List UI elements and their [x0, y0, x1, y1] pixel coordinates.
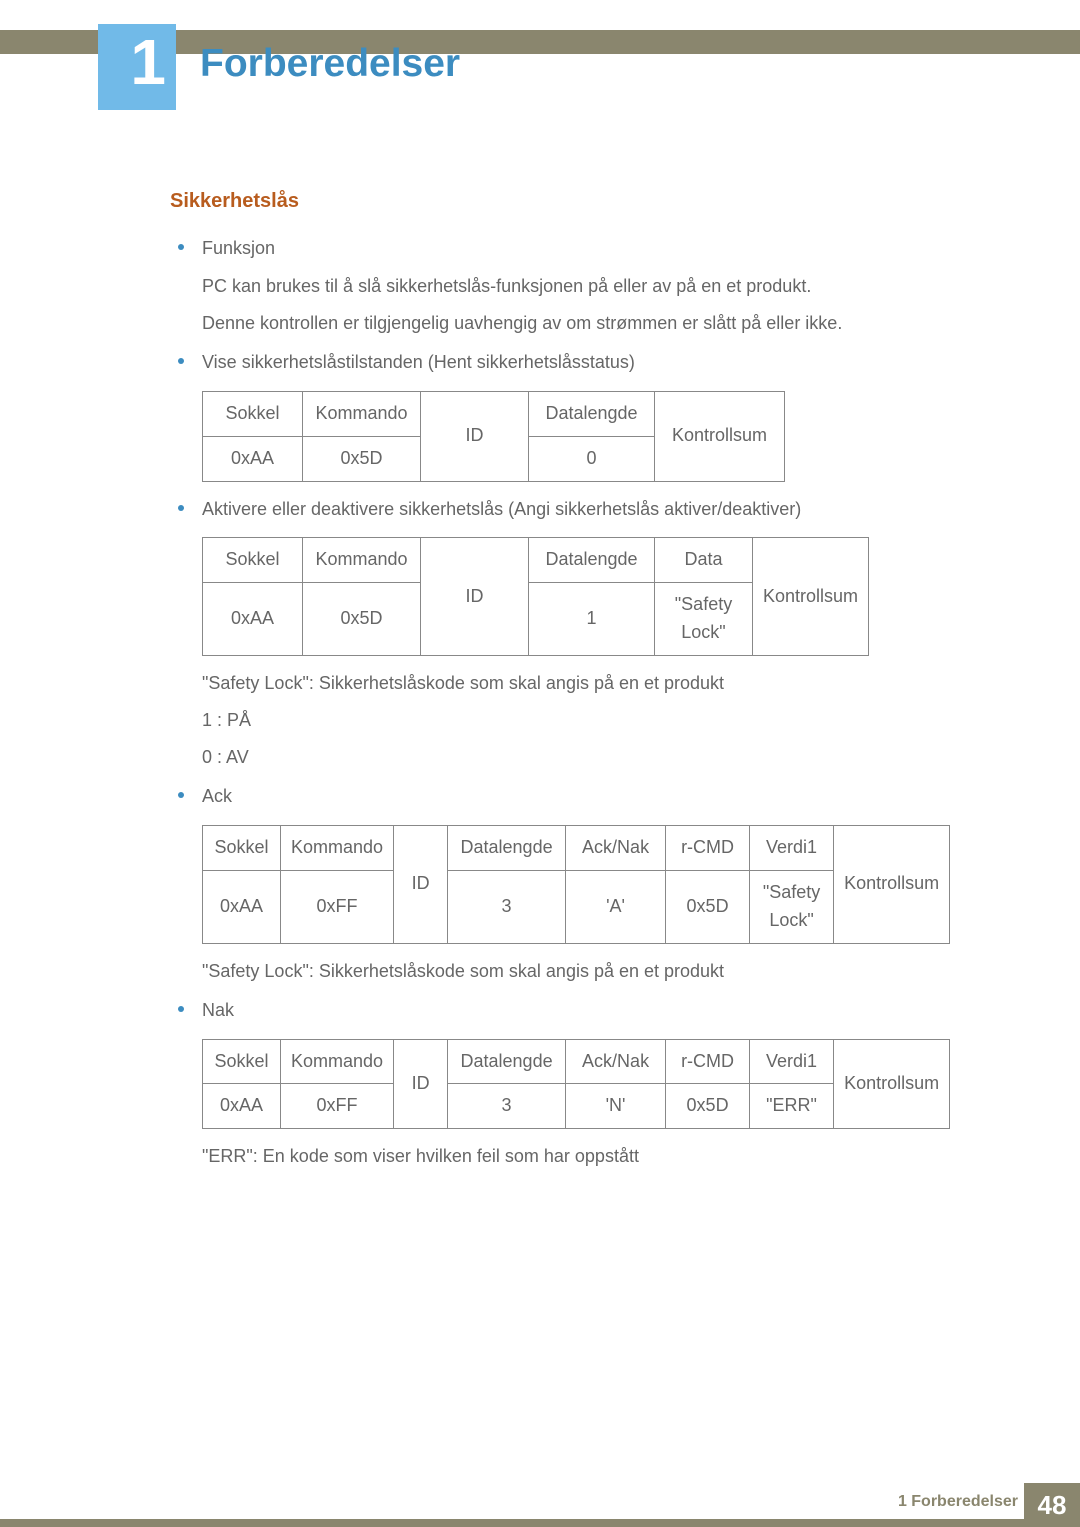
table-activate: Sokkel Kommando ID Datalengde Data Kontr… — [202, 537, 869, 656]
cell: "ERR" — [750, 1084, 834, 1129]
cell: 0xAA — [203, 870, 281, 943]
cell-header: Kontrollsum — [834, 826, 950, 944]
bullet-activate: Aktivere eller deaktivere sikkerhetslås … — [170, 496, 970, 772]
cell: 0xAA — [203, 583, 303, 656]
cell: 0xFF — [281, 1084, 394, 1129]
cell-header: Data — [655, 538, 753, 583]
table-row: Sokkel Kommando ID Datalengde Ack/Nak r-… — [203, 1039, 950, 1084]
cell-header: Kommando — [303, 391, 421, 436]
chapter-title: Forberedelser — [200, 42, 460, 86]
cell: 1 — [529, 583, 655, 656]
cell-header: Datalengde — [529, 391, 655, 436]
cell-header: Ack/Nak — [566, 1039, 666, 1084]
bullet-funksjon: Funksjon PC kan brukes til å slå sikkerh… — [170, 235, 970, 337]
cell-header: Sokkel — [203, 826, 281, 871]
paragraph: "ERR": En kode som viser hvilken feil so… — [202, 1143, 970, 1170]
cell-header: ID — [421, 391, 529, 481]
table-ack: Sokkel Kommando ID Datalengde Ack/Nak r-… — [202, 825, 950, 944]
cell-header: Sokkel — [203, 538, 303, 583]
cell: 'N' — [566, 1084, 666, 1129]
cell: 0x5D — [666, 1084, 750, 1129]
cell-header: Kommando — [281, 1039, 394, 1084]
bullet-label: Funksjon — [202, 238, 275, 258]
cell-header: Kontrollsum — [834, 1039, 950, 1129]
table-row: Sokkel Kommando ID Datalengde Data Kontr… — [203, 538, 869, 583]
cell: 'A' — [566, 870, 666, 943]
bullet-list: Funksjon PC kan brukes til å slå sikkerh… — [170, 235, 970, 1170]
bullet-label: Ack — [202, 786, 232, 806]
bullet-label: Vise sikkerhetslåstilstanden (Hent sikke… — [202, 352, 635, 372]
cell-header: ID — [394, 1039, 448, 1129]
cell: 0x5D — [666, 870, 750, 943]
paragraph: PC kan brukes til å slå sikkerhetslås-fu… — [202, 273, 970, 300]
bullet-nak: Nak Sokkel Kommando ID Datalengde Ack/Na… — [170, 997, 970, 1171]
cell-header: Verdi1 — [750, 826, 834, 871]
bullet-label: Nak — [202, 1000, 234, 1020]
chapter-number-box: 1 — [98, 24, 176, 110]
cell: 0xAA — [203, 1084, 281, 1129]
paragraph: 1 : PÅ — [202, 707, 970, 734]
table-row: Sokkel Kommando ID Datalengde Kontrollsu… — [203, 391, 785, 436]
cell-header: Datalengde — [448, 826, 566, 871]
cell-header: Ack/Nak — [566, 826, 666, 871]
cell-header: Datalengde — [448, 1039, 566, 1084]
page: 1 Forberedelser Sikkerhetslås Funksjon P… — [0, 0, 1080, 1527]
cell: 0xAA — [203, 436, 303, 481]
cell-header: ID — [421, 538, 529, 656]
cell-header: ID — [394, 826, 448, 944]
cell-header: Kommando — [303, 538, 421, 583]
cell: "Safety Lock" — [655, 583, 753, 656]
content: Sikkerhetslås Funksjon PC kan brukes til… — [170, 190, 970, 1182]
cell-header: Verdi1 — [750, 1039, 834, 1084]
chapter-number: 1 — [130, 30, 166, 94]
cell: 0xFF — [281, 870, 394, 943]
bullet-label: Aktivere eller deaktivere sikkerhetslås … — [202, 499, 801, 519]
paragraph: Denne kontrollen er tilgjengelig uavheng… — [202, 310, 970, 337]
table-view-status: Sokkel Kommando ID Datalengde Kontrollsu… — [202, 391, 785, 482]
footer-bar — [0, 1519, 1080, 1527]
section-title: Sikkerhetslås — [170, 190, 970, 213]
cell-header: Kontrollsum — [753, 538, 869, 656]
cell-header: Datalengde — [529, 538, 655, 583]
cell: 0x5D — [303, 436, 421, 481]
cell: 0 — [529, 436, 655, 481]
paragraph: 0 : AV — [202, 744, 970, 771]
footer-label: 1 Forberedelser — [898, 1493, 1018, 1511]
table-row: Sokkel Kommando ID Datalengde Ack/Nak r-… — [203, 826, 950, 871]
page-number: 48 — [1038, 1490, 1067, 1521]
cell-header: Sokkel — [203, 391, 303, 436]
cell-header: Sokkel — [203, 1039, 281, 1084]
cell: 0x5D — [303, 583, 421, 656]
cell-header: r-CMD — [666, 1039, 750, 1084]
table-nak: Sokkel Kommando ID Datalengde Ack/Nak r-… — [202, 1039, 950, 1130]
cell: 3 — [448, 1084, 566, 1129]
cell-header: Kontrollsum — [655, 391, 785, 481]
cell: 3 — [448, 870, 566, 943]
paragraph: "Safety Lock": Sikkerhetslåskode som ska… — [202, 670, 970, 697]
cell: "Safety Lock" — [750, 870, 834, 943]
paragraph: "Safety Lock": Sikkerhetslåskode som ska… — [202, 958, 970, 985]
bullet-ack: Ack Sokkel Kommando ID Datalengde Ack/Na… — [170, 783, 970, 985]
cell-header: r-CMD — [666, 826, 750, 871]
cell-header: Kommando — [281, 826, 394, 871]
bullet-view-status: Vise sikkerhetslåstilstanden (Hent sikke… — [170, 349, 970, 482]
